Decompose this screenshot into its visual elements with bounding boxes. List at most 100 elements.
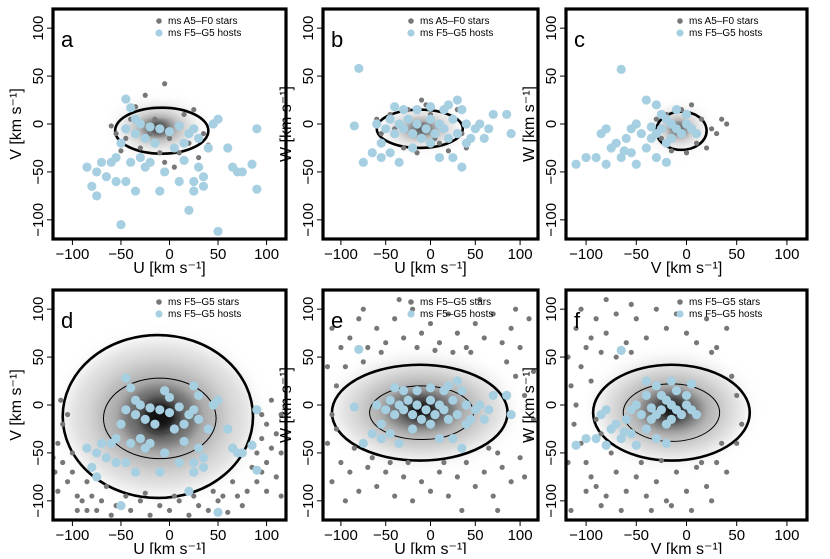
host-point (407, 424, 418, 434)
host-point (179, 436, 189, 447)
star-point (55, 440, 61, 446)
host-point (349, 121, 359, 131)
host-point (488, 109, 498, 120)
y-tick-label: 0 (30, 120, 47, 128)
legend-entry: ms F5–G5 stars (420, 297, 491, 308)
plot-area (324, 296, 537, 514)
x-tick-label: −50 (373, 527, 398, 544)
x-tick-label: 100 (508, 246, 533, 263)
star-point (499, 464, 505, 470)
star-point (436, 340, 443, 346)
star-point (734, 440, 740, 446)
star-point (445, 311, 452, 317)
star-point (463, 459, 469, 466)
host-point (189, 124, 199, 134)
host-point (174, 176, 184, 187)
legend-entry: ms F5–G5 hosts (689, 28, 762, 39)
star-point (508, 325, 514, 331)
star-point (60, 459, 66, 466)
host-point (390, 102, 400, 112)
star-point (724, 325, 730, 331)
host-point (488, 390, 498, 401)
host-point (631, 440, 641, 450)
host-point (601, 440, 611, 450)
host-point (390, 409, 400, 420)
x-tick-label: 50 (210, 246, 227, 263)
series-stars (53, 397, 284, 518)
host-point (358, 438, 368, 448)
star-point (162, 81, 168, 87)
star-point (196, 154, 202, 161)
star-point (719, 116, 725, 122)
host-point (126, 157, 136, 167)
host-point (591, 152, 601, 163)
host-point (194, 414, 204, 424)
star-point (244, 488, 250, 494)
host-point (121, 373, 131, 383)
host-point (376, 152, 386, 163)
star-point (648, 507, 654, 514)
star-point (401, 335, 407, 341)
host-point (502, 109, 512, 120)
star-point (573, 402, 579, 408)
host-point (631, 159, 641, 169)
star-point (472, 320, 478, 327)
star-point (583, 344, 589, 351)
host-point (457, 386, 467, 396)
host-point (121, 124, 131, 134)
host-point (651, 100, 661, 110)
star-point (387, 459, 393, 466)
y-tick-label: −50 (543, 159, 560, 184)
star-point (688, 507, 695, 514)
panel-label: d (61, 308, 73, 333)
star-point (166, 507, 173, 514)
host-point (434, 433, 445, 444)
star-point (472, 483, 478, 490)
star-point (486, 445, 492, 451)
star-point (324, 364, 331, 370)
legend-hosts-marker (407, 29, 415, 37)
host-point (457, 443, 467, 453)
host-point (121, 405, 131, 415)
star-point (69, 469, 76, 475)
host-point (416, 414, 427, 424)
host-point (616, 345, 626, 355)
star-point (598, 431, 604, 437)
inner-ellipse (102, 377, 217, 460)
host-point (106, 438, 116, 448)
legend-entry: ms F5–G5 hosts (689, 309, 762, 320)
star-point (683, 150, 690, 156)
host-point (616, 64, 626, 74)
star-point (628, 301, 634, 307)
star-point (673, 469, 680, 475)
star-point (739, 421, 745, 427)
star-point (89, 493, 95, 499)
host-point (145, 438, 155, 448)
x-tick-label: 0 (165, 246, 173, 263)
host-point (121, 94, 131, 104)
x-tick-label: 100 (254, 246, 279, 263)
host-point (626, 124, 636, 134)
host-point (475, 400, 485, 410)
x-tick-label: 50 (467, 246, 484, 263)
y-tick-label: −100 (30, 203, 47, 237)
host-point (376, 419, 386, 429)
star-point (517, 344, 523, 351)
star-point (263, 421, 270, 427)
legend-entry: ms F5–G5 hosts (420, 28, 493, 39)
host-point (213, 226, 223, 236)
host-point (130, 467, 141, 477)
host-point (571, 440, 581, 450)
star-point (490, 311, 496, 317)
star-point (714, 344, 720, 351)
host-point (479, 414, 489, 424)
series-hosts (349, 344, 516, 453)
host-point (184, 205, 194, 215)
host-point (619, 427, 629, 437)
star-point (324, 440, 331, 446)
host-point (606, 143, 616, 153)
host-point (646, 403, 656, 413)
host-point (223, 143, 233, 153)
